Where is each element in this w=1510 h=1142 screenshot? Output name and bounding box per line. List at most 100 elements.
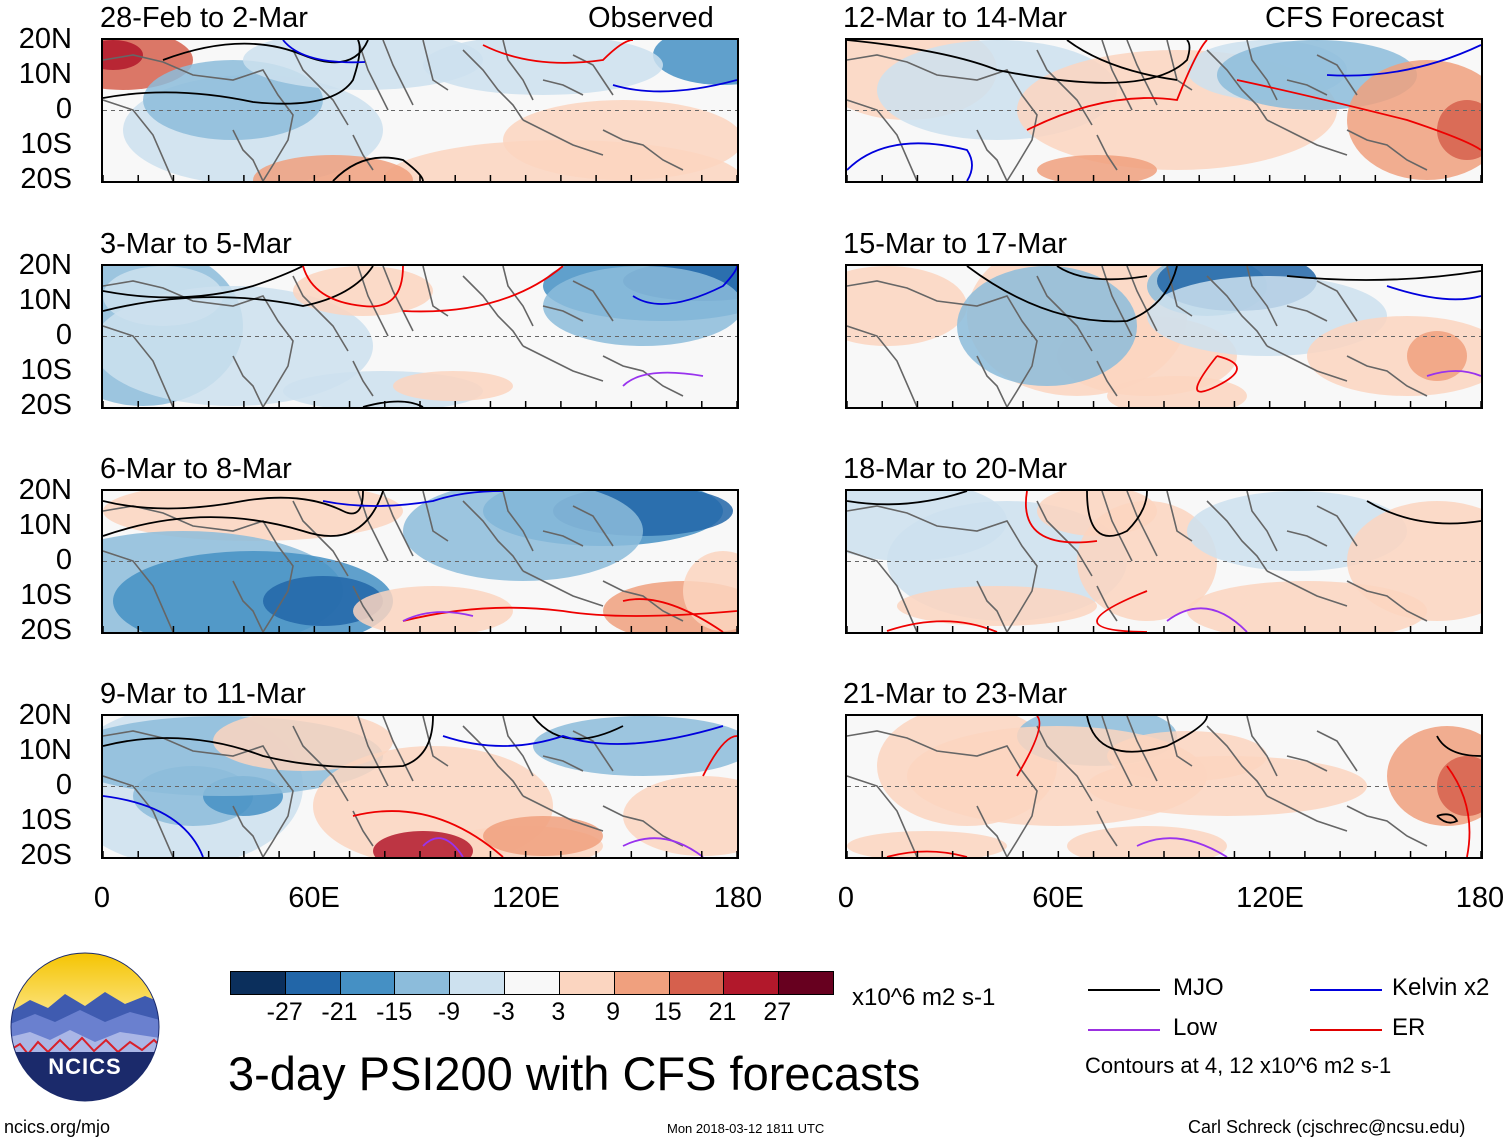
anomaly-shading [623,776,737,856]
colorbar-swatch [613,972,669,994]
coastline [103,730,294,857]
map-panel-right-1 [845,38,1483,183]
panel-title-3: 6-Mar to 8-Mar [100,453,292,485]
coastline [1036,500,1093,577]
coastline [352,810,374,847]
legend-label-er: ER [1392,1014,1426,1041]
y-tick-row3-10n: 10N [18,509,72,541]
coastline [1286,755,1328,772]
coastline [1101,716,1133,787]
coastline [976,129,1008,181]
website-link[interactable]: ncics.org/mjo [4,1117,111,1137]
coastline [382,266,414,332]
coastline [1096,810,1118,847]
anomaly-shading [353,586,513,632]
coastline [382,40,414,106]
coastline [1126,40,1158,106]
y-tick-row2-20n: 20N [18,249,72,281]
coastline [1266,345,1348,382]
y-tick-row2-10s: 10S [20,354,72,386]
map-canvas [103,716,737,857]
anomaly-shading [1407,331,1467,381]
anomaly-shading [263,576,383,626]
coastline [1286,305,1328,322]
wave-contour [1086,716,1208,753]
ncics-logo: NCICS [10,952,160,1102]
wave-contour [1196,355,1238,393]
coastline [602,355,684,397]
colorbar-label: -3 [492,998,515,1026]
anomaly-shading [103,491,403,541]
anomaly-shading [1107,376,1247,407]
wave-contour [322,491,504,507]
anomaly-shading [243,40,483,90]
legend-label-kelvin: Kelvin x2 [1392,974,1490,1001]
coastline [1206,725,1268,797]
map-canvas [847,491,1481,632]
wave-contour [1166,607,1248,632]
coastline [1101,491,1133,562]
coastline [522,119,604,156]
y-tick-row4-0: 0 [55,769,72,801]
coastline [232,129,264,181]
coastline [103,54,294,181]
map-canvas [847,716,1481,857]
map-canvas [103,40,737,181]
x-tick-right-0: 0 [837,882,855,914]
coastline [232,580,264,632]
wave-contour [402,606,737,622]
panel-title-2: 3-Mar to 5-Mar [100,228,292,260]
wave-contour [632,266,737,305]
coastline [1096,585,1118,622]
anomaly-shading [897,586,1097,626]
wave-contour [402,611,474,622]
wave-contour [1366,500,1481,525]
wave-contour [1446,765,1471,857]
legend-line-kelvin [1310,989,1382,991]
coastline [1266,795,1348,832]
coastline [1346,129,1428,171]
coastline [232,355,264,407]
map-panel-left-3 [101,489,739,634]
coastline [462,725,524,797]
wave-contour [886,620,998,632]
coastline [232,805,264,857]
wave-contour [847,142,973,181]
anomaly-shading [253,155,413,181]
wave-contour [442,725,724,747]
contours-note: Contours at 4, 12 x10^6 m2 s-1 [1085,1053,1392,1078]
coastline [1206,275,1268,347]
coastline [1101,266,1133,337]
coastline [572,280,614,322]
wave-contour [1136,837,1228,857]
y-tick-row3-20s: 20S [20,614,72,646]
coastline [1316,280,1358,322]
map-canvas [103,266,737,407]
wave-contour [402,266,564,313]
coastline [292,500,349,577]
x-tick-right-180: 180 [1455,882,1505,914]
timestamp: Mon 2018-03-12 1811 UTC [667,1121,825,1136]
wave-contour [282,40,366,64]
map-panel-left-1 [101,38,739,183]
coastline [976,355,1008,407]
y-tick-row1-10s: 10S [20,128,72,160]
wave-contour [1386,285,1481,301]
coastline [103,280,294,407]
coastline [103,99,174,181]
coastline [1206,500,1268,572]
y-tick-row1-20s: 20S [20,163,72,195]
coastline [1346,805,1428,847]
coastline [1096,134,1118,171]
y-tick-row2-10n: 10N [18,284,72,316]
coastline [1246,266,1278,327]
panel-title-8: 21-Mar to 23-Mar [843,678,1068,710]
anomaly-shading [373,831,473,857]
anomaly-shading [847,831,1007,857]
coastline [422,716,449,767]
coastline [572,54,614,96]
coastline [352,134,374,171]
coastline [1036,275,1093,352]
coastline [976,580,1008,632]
wave-contour [622,598,724,632]
